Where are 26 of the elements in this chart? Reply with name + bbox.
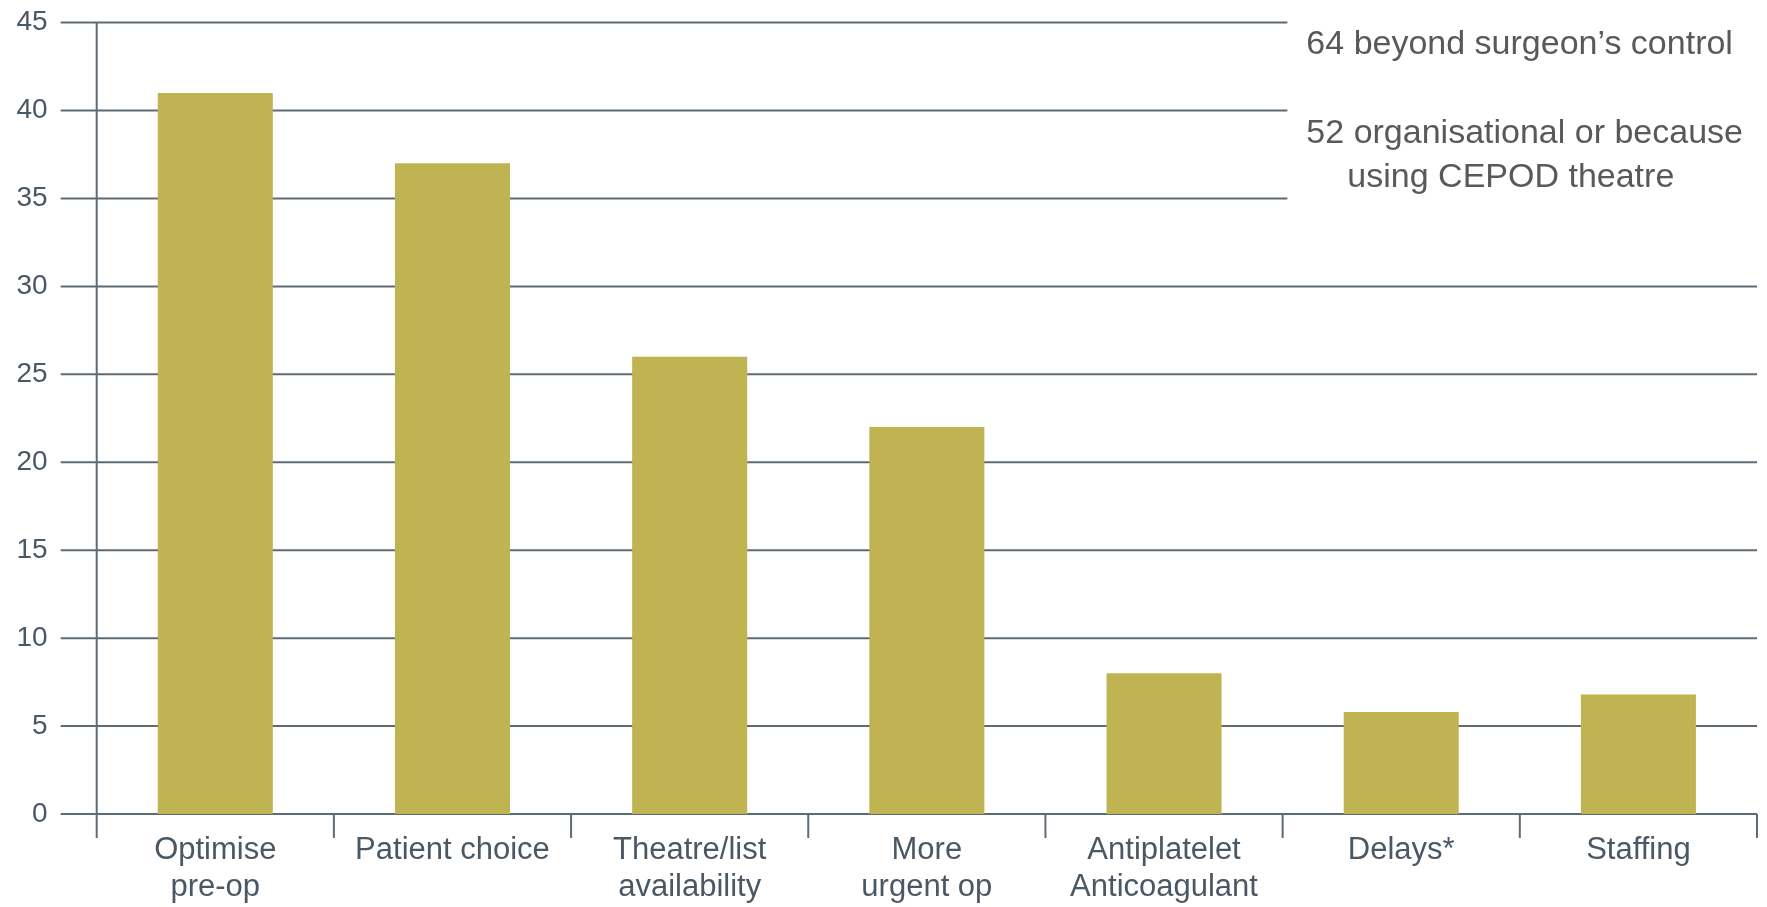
x-tick-label: Patient choice [355,831,550,867]
bar [632,356,748,814]
bar [1343,712,1459,814]
y-tick-label: 20 [16,444,48,476]
annotation: 52 organisational or because using CEPOD theatre [1306,111,1743,195]
bar [394,163,510,814]
bar [869,427,985,814]
y-tick-label: 25 [16,357,48,389]
y-tick-label: 30 [16,269,48,301]
x-tick-label: Optimise pre-op [154,831,277,904]
y-tick-label: 10 [16,620,48,652]
x-tick-label: Theatre/list availability [612,831,767,904]
bar [1580,694,1696,814]
y-tick-label: 5 [32,708,48,740]
x-tick-label: Delays* [1347,831,1455,867]
y-tick-label: 45 [16,5,48,37]
y-tick-label: 40 [16,93,48,125]
x-tick-label: More urgent op [861,831,993,904]
annotation: 64 beyond surgeon’s control [1306,22,1733,61]
y-tick-label: 15 [16,532,48,564]
y-tick-label: 0 [32,796,48,828]
y-tick-label: 35 [16,181,48,213]
bar [1106,673,1222,814]
x-tick-label: Antiplatelet Anticoagulant [1070,831,1259,904]
bar [157,92,273,814]
x-tick-label: Staffing [1586,831,1691,867]
